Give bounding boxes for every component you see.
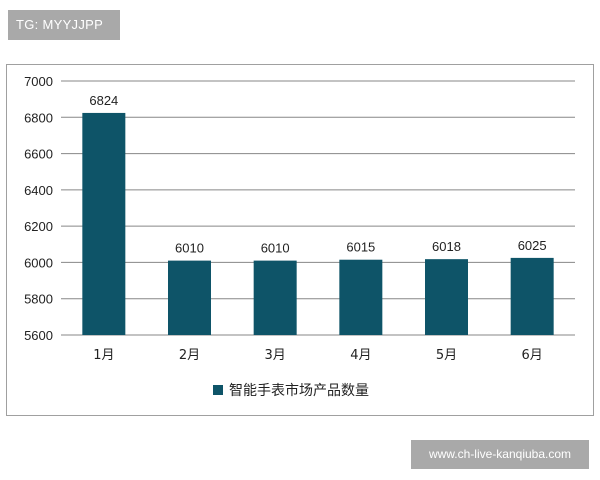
bar xyxy=(82,112,126,335)
bar-chart: 6824 6010 6010 6015 6018 6025 5600 5800 6000 620… xyxy=(24,74,575,399)
bar xyxy=(168,260,211,335)
bar-value-label: 6015 xyxy=(346,240,375,255)
bar xyxy=(425,259,468,335)
legend-swatch xyxy=(213,385,223,395)
data-labels: 6824 6010 6010 6015 6018 6025 xyxy=(89,93,546,256)
legend: 智能手表市场产品数量 xyxy=(213,382,369,399)
x-tick-label: 1月 xyxy=(93,348,114,363)
y-tick-label: 6000 xyxy=(24,255,53,270)
bar-value-label: 6025 xyxy=(518,238,547,253)
bar-value-label: 6824 xyxy=(89,93,118,108)
bar xyxy=(339,259,383,335)
y-tick-label: 5800 xyxy=(24,292,53,307)
watermark-tag: TG: MYYJJPP xyxy=(8,10,120,40)
bar-value-label: 6010 xyxy=(175,241,204,256)
bar-value-label: 6010 xyxy=(261,241,290,256)
legend-label: 智能手表市场产品数量 xyxy=(229,382,369,399)
bar xyxy=(510,257,554,335)
y-axis-ticks: 5600 5800 6000 6200 6400 6600 6800 7000 xyxy=(24,74,53,343)
y-tick-label: 6400 xyxy=(24,183,53,198)
chart-frame: 6824 6010 6010 6015 6018 6025 5600 5800 6000 620… xyxy=(6,64,594,416)
y-tick-label: 6800 xyxy=(24,110,53,125)
x-tick-label: 4月 xyxy=(350,348,371,363)
x-axis-ticks: 1月 2月 3月 4月 5月 6月 xyxy=(93,348,543,363)
y-tick-label: 6200 xyxy=(24,219,53,234)
watermark-url: www.ch-live-kanqiuba.com xyxy=(411,440,589,469)
y-tick-label: 5600 xyxy=(24,328,53,343)
bar-value-label: 6018 xyxy=(432,239,461,254)
bar xyxy=(253,260,297,335)
bars xyxy=(82,112,554,335)
gridlines xyxy=(61,80,575,336)
x-tick-label: 6月 xyxy=(522,348,543,363)
y-tick-label: 6600 xyxy=(24,147,53,162)
y-tick-label: 7000 xyxy=(24,74,53,89)
x-tick-label: 2月 xyxy=(179,348,200,363)
x-tick-label: 3月 xyxy=(265,348,286,363)
x-tick-label: 5月 xyxy=(436,348,457,363)
